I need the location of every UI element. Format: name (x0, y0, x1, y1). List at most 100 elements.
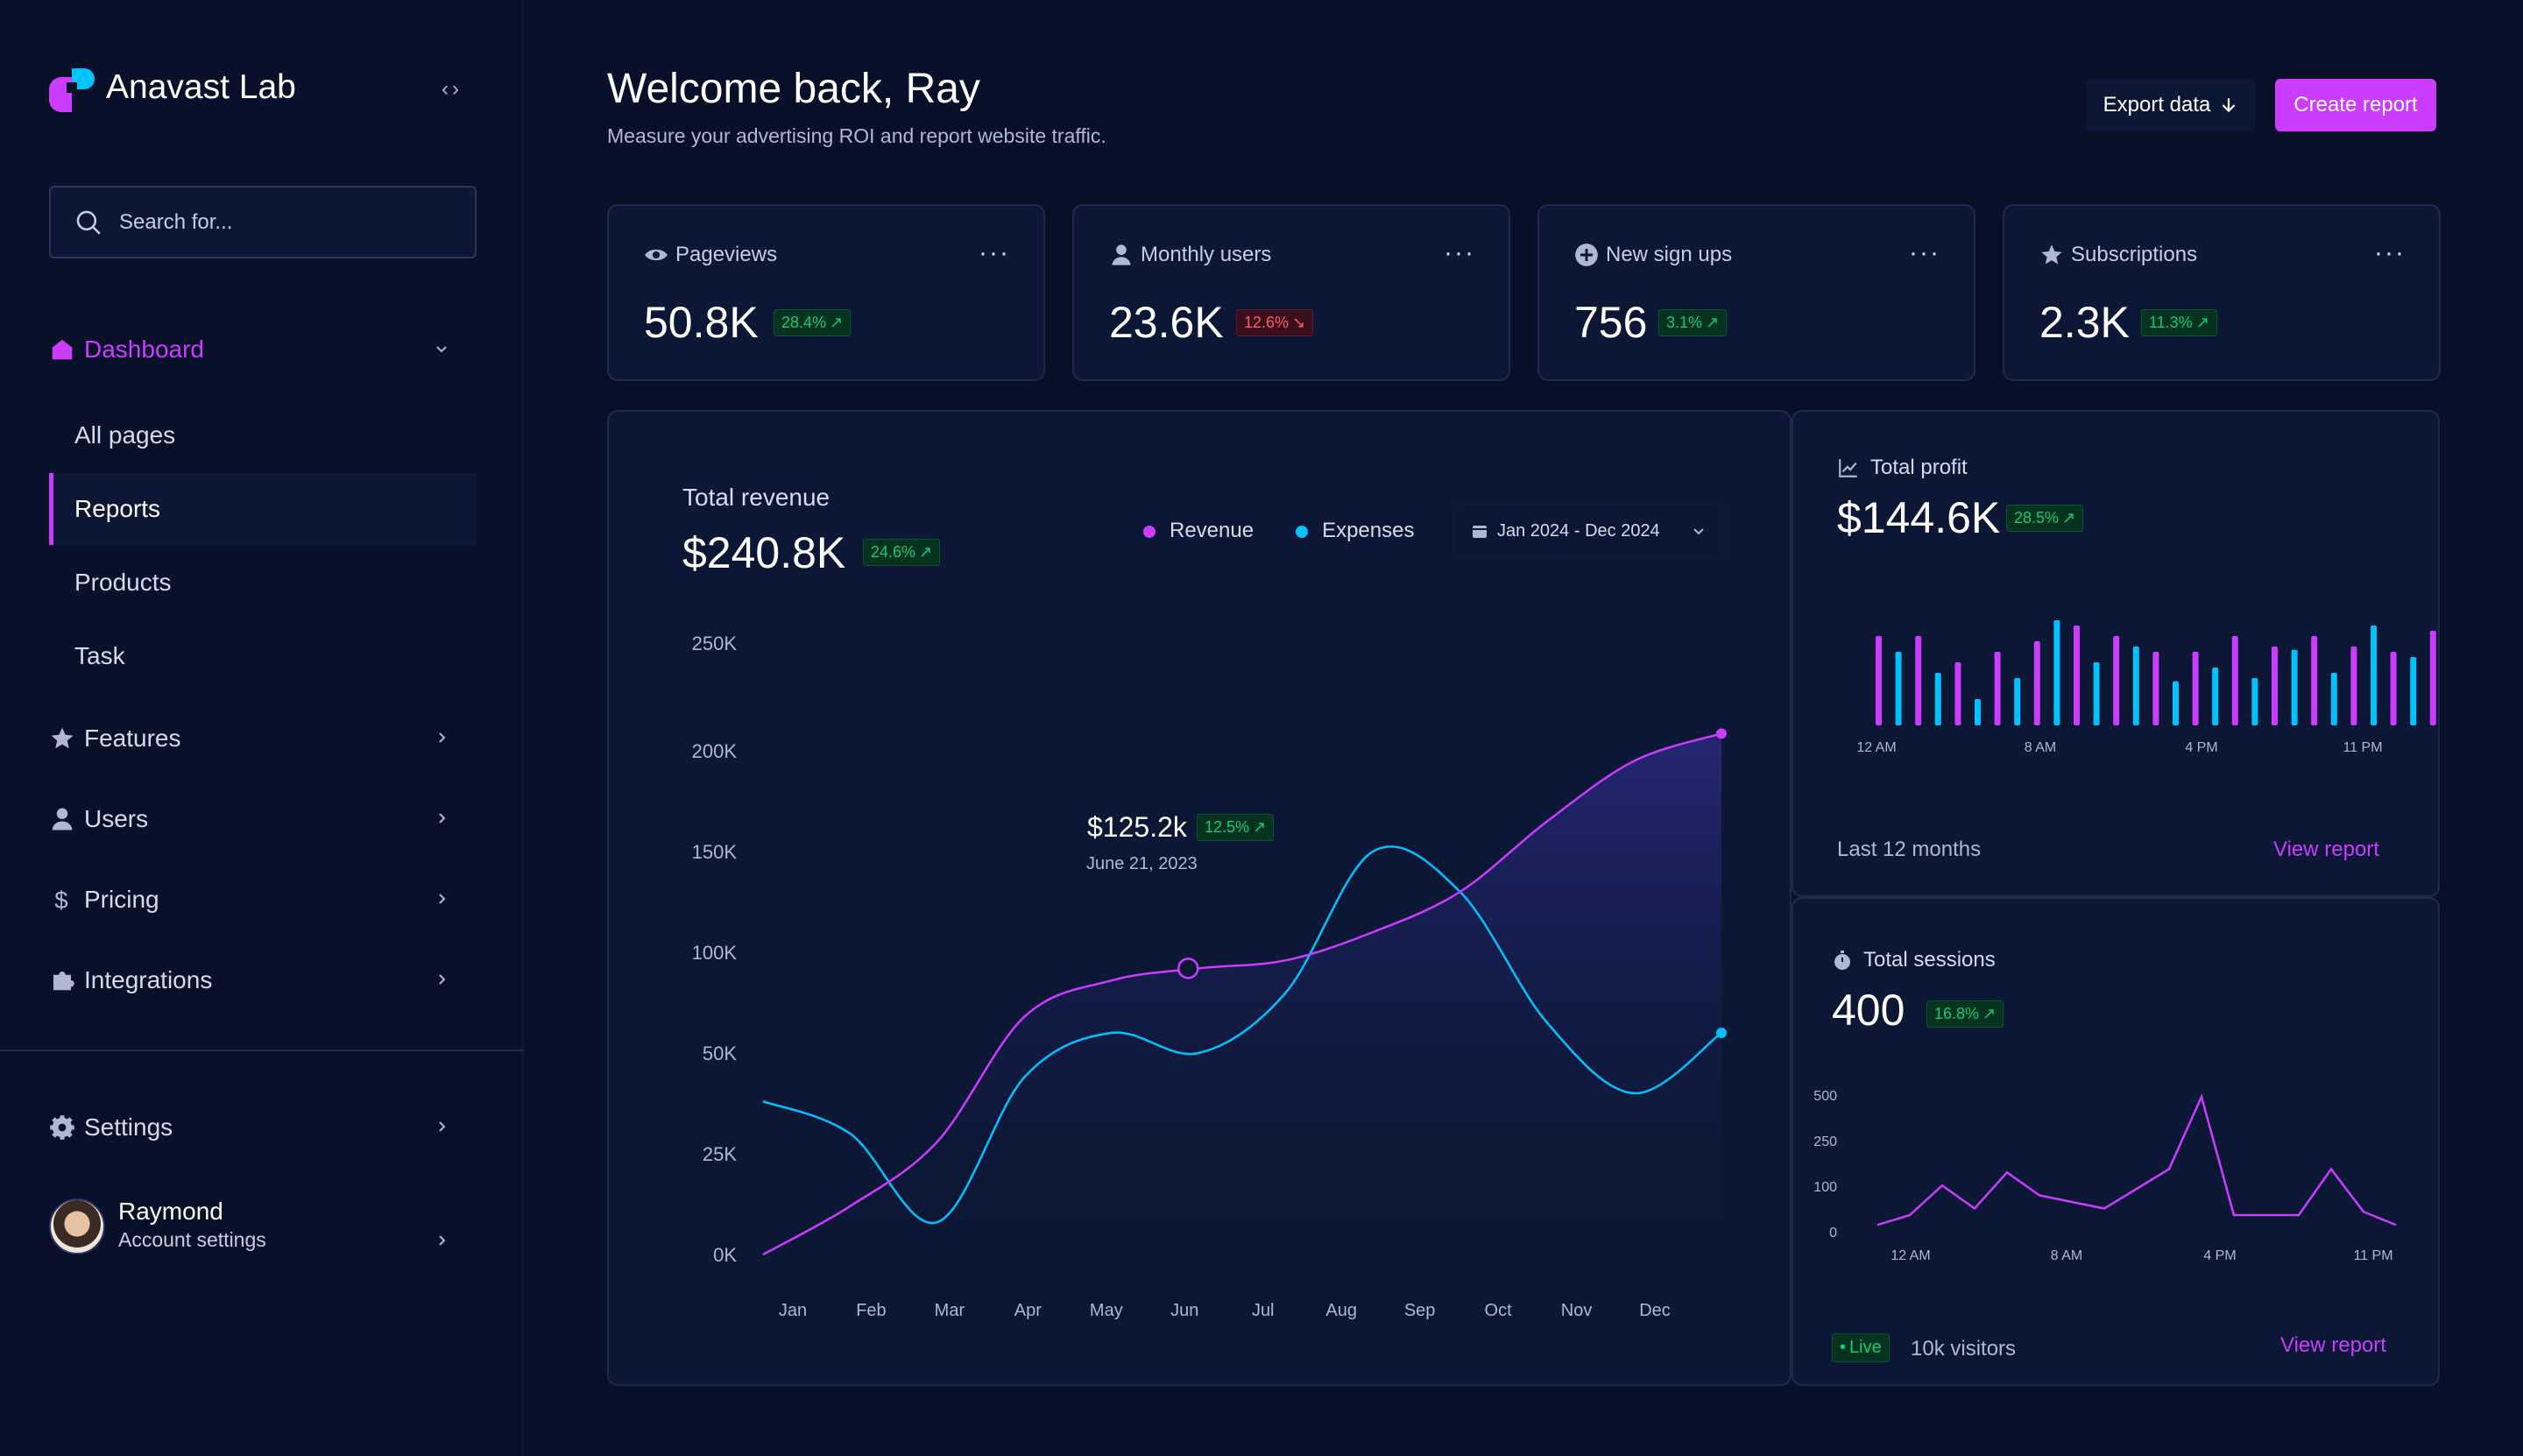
chevron-right-icon (439, 1121, 446, 1132)
profit-title: Total profit (1837, 456, 1968, 480)
x-tick-label: Jun (1170, 1301, 1198, 1320)
profit-bar (2330, 673, 2337, 725)
profit-change-value: 28.5% (2014, 509, 2060, 527)
sessions-view-report-link[interactable]: View report (2280, 1333, 2386, 1357)
x-tick-label: Jan (779, 1301, 807, 1320)
profit-bar (2429, 631, 2436, 725)
chevron-right-icon[interactable] (433, 1232, 450, 1249)
sessions-change-value: 16.8% (1934, 1005, 1980, 1022)
profit-bar (2231, 636, 2238, 725)
profit-title-text: Total profit (1870, 456, 1968, 479)
y-tick-label: 200K (692, 740, 738, 762)
date-range-select[interactable]: Jan 2024 - Dec 2024 (1455, 505, 1723, 557)
account-settings-link[interactable]: Account settings (118, 1228, 266, 1251)
create-report-button[interactable]: Create report (2275, 79, 2436, 131)
page-subtitle: Measure your advertising ROI and report … (607, 124, 1106, 147)
stat-change-value: 28.4% (781, 314, 827, 331)
profit-bar (2014, 678, 2021, 725)
revenue-chart: 0K 25K 50K 100K 150K 200K 250K Jan Feb Mar Apr May J… (692, 633, 1727, 1320)
sidebar-item-label: Dashboard (84, 336, 204, 363)
x-tick-label: May (1090, 1301, 1123, 1320)
y-tick-label: 0K (713, 1244, 737, 1266)
legend-revenue[interactable]: Revenue (1143, 519, 1254, 543)
profit-bar (2272, 647, 2278, 725)
stat-card-subscriptions: Subscriptions ··· 2.3K 11.3% ↗ (2003, 204, 2441, 381)
x-tick-label: 4 PM (2185, 740, 2217, 755)
y-tick-label: 250K (692, 633, 738, 654)
tooltip-change-value: 12.5% (1205, 818, 1250, 836)
chart-legend: Revenue Expenses (1143, 519, 1414, 543)
tooltip-marker[interactable] (1177, 958, 1199, 979)
avatar[interactable] (49, 1198, 105, 1255)
arrow-up-right-icon: ↗ (919, 543, 933, 561)
profit-view-report-link[interactable]: View report (2273, 838, 2379, 861)
sidebar-subitem-reports[interactable]: Reports (49, 473, 477, 545)
page-title: Welcome back, Ray (607, 66, 980, 112)
sidebar-item-pricing[interactable]: $ Pricing (49, 871, 477, 929)
sidebar-item-integrations[interactable]: Integrations (49, 951, 477, 1009)
sidebar-subitem-label: All pages (74, 421, 176, 449)
profit-card: Total profit $144.6K 28.5% ↗ 12 AM 8 AM 4 P… (1792, 410, 2440, 897)
revenue-value: $240.8K (682, 528, 846, 577)
stat-change-badge: 11.3% ↗ (2141, 309, 2217, 336)
y-tick-label: 100 (1813, 1180, 1837, 1195)
x-tick-label: Oct (1485, 1301, 1513, 1320)
profit-bar (1876, 636, 1882, 725)
sessions-title: Total sessions (1832, 948, 1996, 972)
revenue-area (763, 733, 1721, 1272)
sidebar-item-label: Pricing (84, 886, 159, 913)
sidebar-item-dashboard[interactable]: Dashboard (49, 321, 477, 378)
calendar-icon (1473, 526, 1487, 538)
revenue-change-badge: 24.6% ↗ (863, 539, 941, 566)
x-tick-label: 11 PM (2343, 740, 2382, 755)
x-tick-label: Apr (1014, 1301, 1042, 1320)
stat-label-text: Monthly users (1141, 243, 1272, 266)
legend-expenses[interactable]: Expenses (1296, 519, 1414, 543)
profit-bar (2074, 626, 2080, 725)
stat-change-badge: 28.4% ↗ (774, 309, 852, 336)
sidebar-subitem-all-pages[interactable]: All pages (49, 399, 477, 471)
arrow-up-right-icon: ↗ (1982, 1005, 1996, 1022)
collapse-sidebar-icon[interactable]: ‹› (442, 77, 463, 101)
profit-bar (2033, 641, 2040, 725)
stat-value: 23.6K (1109, 298, 1224, 347)
more-icon[interactable]: ··· (2374, 238, 2406, 267)
search-box[interactable] (49, 186, 477, 258)
profit-bar (2371, 626, 2377, 725)
arrow-down-icon (2222, 98, 2236, 113)
arrow-up-right-icon: ↗ (1253, 818, 1267, 836)
eye-icon (645, 249, 668, 261)
x-tick-label: 12 AM (1890, 1248, 1930, 1263)
x-tick-label: 12 AM (1856, 740, 1896, 755)
arrow-up-right-icon: ↗ (830, 314, 844, 331)
sidebar-subitem-products[interactable]: Products (49, 547, 477, 618)
stat-value: 756 (1574, 298, 1648, 347)
home-icon (52, 339, 73, 360)
stat-value: 50.8K (644, 298, 759, 347)
sessions-visitors: 10k visitors (1911, 1337, 2017, 1361)
more-icon[interactable]: ··· (1909, 238, 1940, 267)
profit-bar (2173, 681, 2179, 725)
stat-label-text: Subscriptions (2071, 243, 2198, 266)
legend-dot (1296, 525, 1309, 538)
sidebar-subitem-label: Reports (74, 495, 161, 522)
stat-change-value: 3.1% (1666, 314, 1703, 331)
stat-label: Subscriptions (2039, 243, 2197, 267)
sidebar-subitem-label: Products (74, 569, 172, 596)
x-tick-label: 8 AM (2051, 1248, 2082, 1263)
more-icon[interactable]: ··· (1444, 238, 1475, 267)
y-tick-label: 150K (692, 841, 738, 863)
more-icon[interactable]: ··· (979, 238, 1010, 267)
search-input[interactable] (119, 209, 452, 235)
stat-card-new-sign-ups: New sign ups ··· 756 3.1% ↗ (1537, 204, 1975, 381)
profit-bar (2053, 620, 2060, 725)
sidebar-item-settings[interactable]: Settings (49, 1099, 477, 1156)
sidebar-item-features[interactable]: Features (49, 710, 477, 767)
profit-bar (2132, 647, 2139, 725)
export-data-button[interactable]: Export data (2086, 79, 2256, 131)
tooltip-date: June 21, 2023 (1086, 854, 1198, 873)
sidebar-item-users[interactable]: Users (49, 790, 477, 848)
profit-bar (2350, 647, 2357, 725)
sidebar-subitem-task[interactable]: Task (49, 620, 477, 692)
dollar-icon: $ (54, 887, 67, 913)
